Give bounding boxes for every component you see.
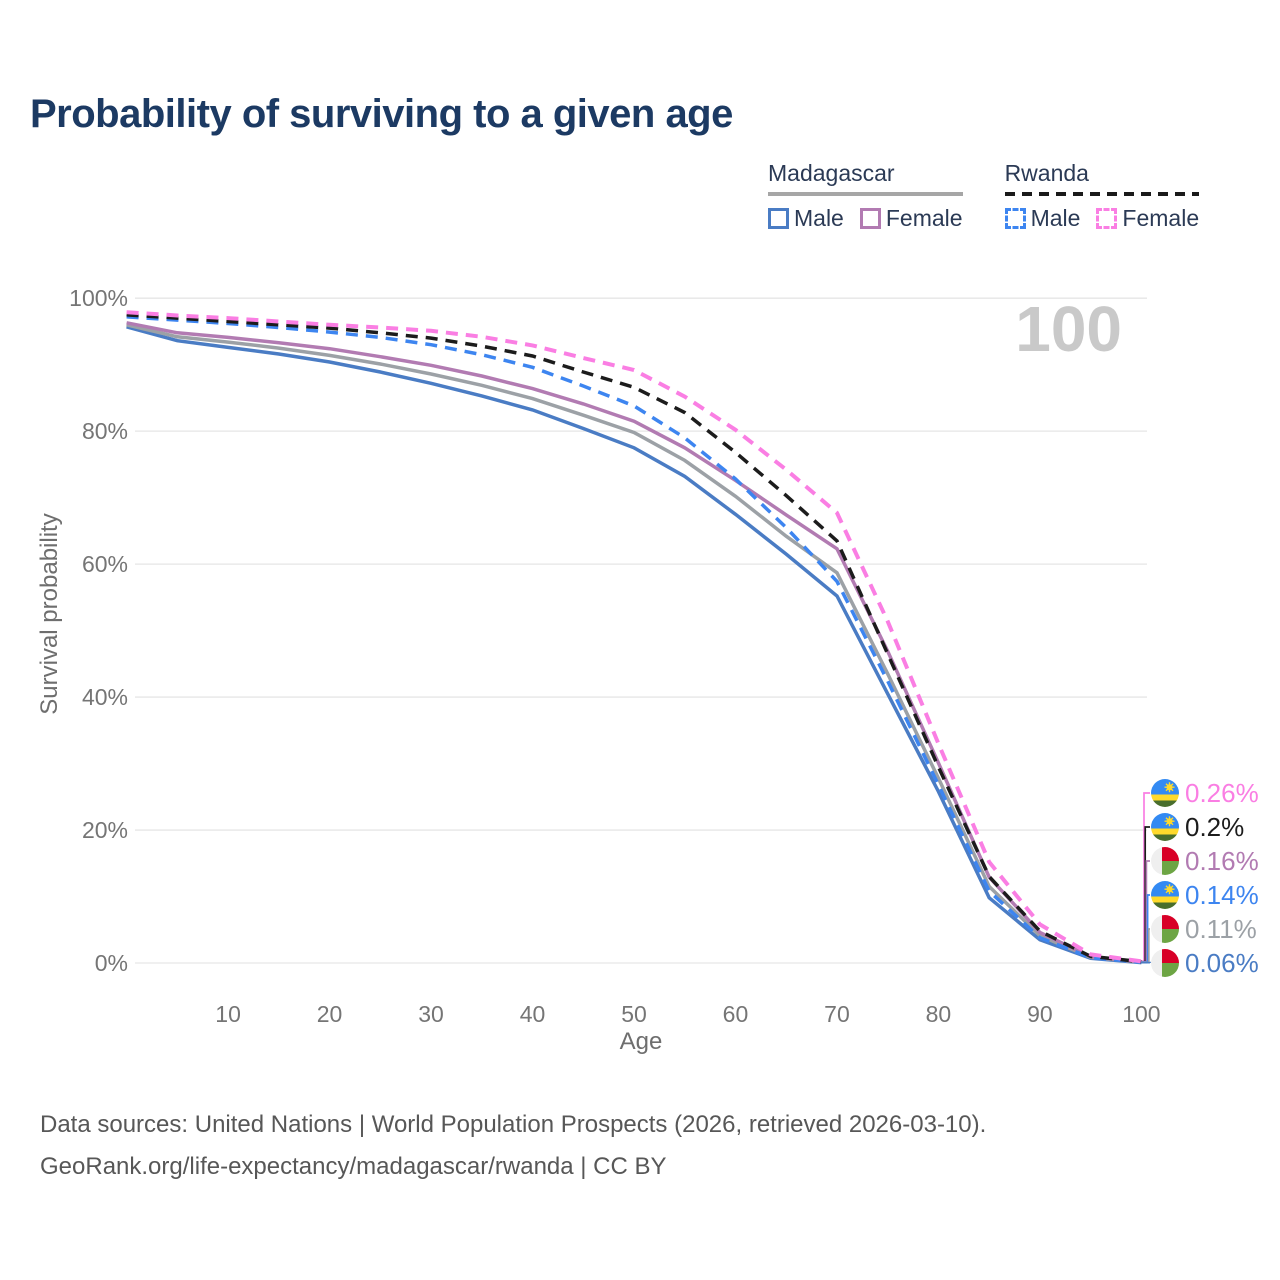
legend-item-label: Male bbox=[1030, 205, 1081, 231]
rwanda-flag-icon bbox=[1151, 881, 1179, 909]
x-tick-label: 10 bbox=[215, 1001, 241, 1027]
series-line-male-madagascar bbox=[126, 325, 1142, 965]
solid-line-swatch-icon bbox=[859, 208, 881, 229]
y-tick-label: 60% bbox=[82, 551, 128, 577]
dashed-line-swatch-icon bbox=[1096, 208, 1118, 229]
legend-item-label: Female bbox=[885, 205, 963, 231]
end-value: 0.16% bbox=[1185, 845, 1259, 876]
rwanda-flag-icon bbox=[1151, 813, 1179, 841]
end-label-madagascar-male: 0.06% bbox=[1151, 946, 1259, 980]
rwanda-flag-icon bbox=[1151, 779, 1179, 807]
x-tick-label: 70 bbox=[824, 1001, 850, 1027]
end-value: 0.11% bbox=[1185, 913, 1257, 944]
series-line-female-rwanda bbox=[126, 310, 1142, 964]
footer-data-sources: Data sources: United Nations | World Pop… bbox=[40, 1111, 987, 1138]
y-tick-label: 100% bbox=[69, 285, 128, 311]
x-tick-label: 30 bbox=[418, 1001, 444, 1027]
end-value: 0.14% bbox=[1185, 879, 1259, 910]
end-label-madagascar-all: 0.11% bbox=[1151, 912, 1257, 946]
footer-attribution: GeoRank.org/life-expectancy/madagascar/r… bbox=[40, 1153, 667, 1180]
y-tick-label: 80% bbox=[82, 418, 128, 444]
end-value: 0.2% bbox=[1185, 811, 1245, 842]
page-title: Probability of surviving to a given age bbox=[30, 92, 733, 136]
end-label-rwanda-female: 0.26% bbox=[1151, 776, 1259, 810]
legend-group-rwanda: Rwanda Male Female bbox=[1004, 160, 1200, 232]
end-label-madagascar-female: 0.16% bbox=[1151, 844, 1259, 878]
legend-country-madagascar[interactable]: Madagascar bbox=[768, 160, 895, 186]
age-watermark: 100 bbox=[1015, 293, 1122, 365]
y-tick-label: 20% bbox=[82, 817, 128, 843]
y-tick-label: 40% bbox=[82, 684, 128, 710]
madagascar-solid-line-icon bbox=[768, 192, 963, 196]
solid-line-swatch-icon bbox=[768, 208, 789, 229]
end-label-rwanda-male: 0.14% bbox=[1151, 878, 1259, 912]
legend-item-label: Male bbox=[794, 205, 844, 231]
y-tick-label: 0% bbox=[95, 950, 128, 976]
footer: Data sources: United Nations | World Pop… bbox=[40, 1104, 986, 1188]
series-line-all-rwanda bbox=[126, 313, 1142, 964]
legend-item-rwanda-male[interactable]: Male bbox=[1004, 205, 1081, 232]
x-tick-label: 80 bbox=[926, 1001, 952, 1027]
end-value: 0.26% bbox=[1185, 777, 1259, 808]
legend-item-madagascar-female[interactable]: Female bbox=[859, 205, 963, 232]
legend-item-label: Female bbox=[1122, 205, 1200, 231]
legend-item-madagascar-male[interactable]: Male bbox=[768, 205, 844, 232]
end-label-rwanda-all: 0.2% bbox=[1151, 810, 1244, 844]
series-line-male-rwanda bbox=[126, 315, 1142, 964]
madagascar-flag-icon bbox=[1151, 915, 1179, 943]
x-tick-label: 90 bbox=[1027, 1001, 1053, 1027]
y-axis-title: Survival probability bbox=[36, 513, 63, 715]
series-line-all-madagascar bbox=[126, 323, 1142, 965]
x-tick-label: 100 bbox=[1122, 1001, 1160, 1027]
dashed-line-swatch-icon bbox=[1004, 208, 1026, 229]
x-tick-label: 40 bbox=[520, 1001, 546, 1027]
legend-item-rwanda-female[interactable]: Female bbox=[1096, 205, 1199, 232]
series-line-female-madagascar bbox=[126, 321, 1142, 964]
x-tick-label: 50 bbox=[621, 1001, 647, 1027]
rwanda-dashed-line-icon bbox=[1004, 192, 1200, 196]
madagascar-flag-icon bbox=[1151, 847, 1179, 875]
legend-country-rwanda[interactable]: Rwanda bbox=[1004, 160, 1089, 186]
x-tick-label: 20 bbox=[317, 1001, 343, 1027]
madagascar-flag-icon bbox=[1151, 949, 1179, 977]
x-tick-label: 60 bbox=[723, 1001, 749, 1027]
legend: Madagascar Male Female Rwanda Male bbox=[768, 160, 1200, 232]
x-axis-title: Age bbox=[619, 1028, 663, 1055]
legend-group-madagascar: Madagascar Male Female bbox=[768, 160, 963, 232]
end-value: 0.06% bbox=[1185, 947, 1259, 978]
